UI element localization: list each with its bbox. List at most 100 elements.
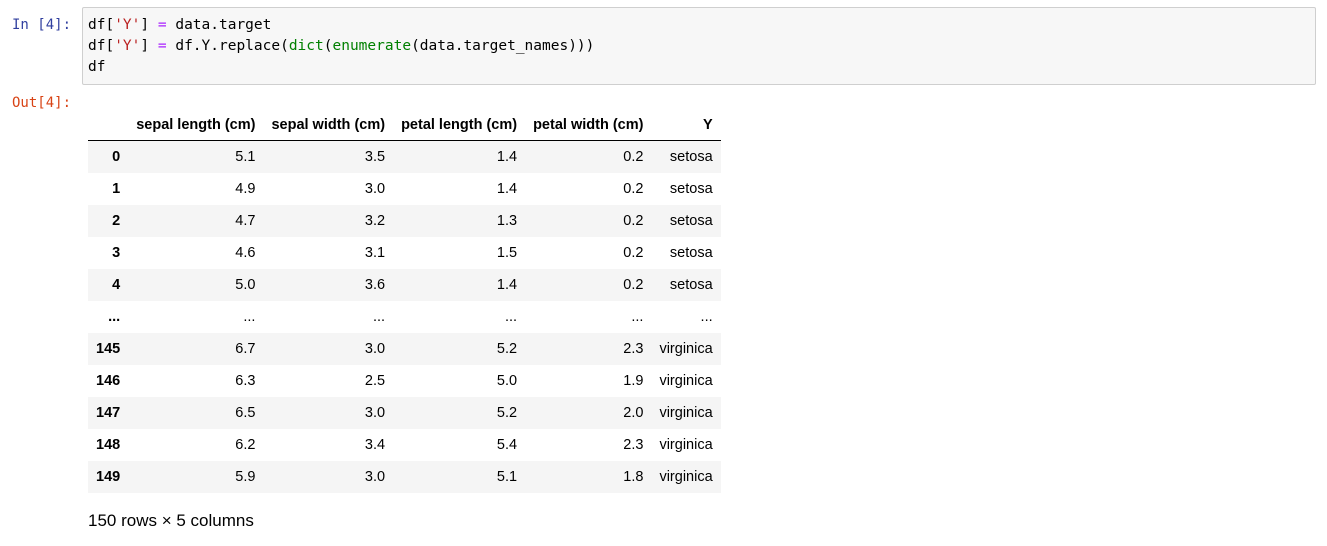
table-cell: 4.9: [235, 181, 256, 197]
code-token: (data.target_names))): [411, 38, 595, 54]
table-cell: 0.2: [623, 245, 644, 261]
table-cell: 5.0: [496, 373, 518, 389]
table-cell: 0.2: [623, 149, 644, 165]
table-cell: 5.1: [496, 469, 518, 485]
code-token: =: [157, 38, 167, 54]
table-cell: 1.4: [496, 277, 518, 293]
code-token: (: [323, 38, 333, 54]
output-prompt: Out[4]:: [12, 95, 72, 111]
table-row: 147 6.5 3.0 5.2 2.0 virginica: [88, 397, 721, 429]
table-cell: 1.4: [496, 149, 518, 165]
table-cell: 2.3: [623, 437, 644, 453]
table-cell: 0.2: [623, 213, 644, 229]
table-cell: 3.0: [364, 469, 386, 485]
table-row: ..................: [88, 301, 721, 333]
table-cell: 1.8: [623, 469, 644, 485]
table-cell: 3.0: [364, 405, 386, 421]
index-header: [88, 109, 129, 141]
table-cell: 2.5: [364, 373, 386, 389]
table-cell: 1.4: [496, 181, 518, 197]
table-cell: virginica: [659, 469, 713, 485]
table-cell: 5.1: [235, 149, 256, 165]
table-cell: ...: [243, 309, 256, 325]
table-row: 149 5.9 3.0 5.1 1.8 virginica: [88, 461, 721, 493]
table-cell: 6.7: [235, 341, 256, 357]
table-cell: virginica: [659, 437, 713, 453]
code-token: df.Y.replace(: [166, 38, 289, 54]
table-cell: 2.0: [623, 405, 644, 421]
code-text[interactable]: df['Y'] = data.target df['Y'] = df.Y.rep…: [83, 8, 1315, 85]
table-cell: setosa: [669, 277, 713, 293]
table-cell: 5.0: [235, 277, 256, 293]
code-token: ]: [140, 17, 158, 33]
table-cell: 5.2: [496, 341, 518, 357]
code-token: df[: [88, 38, 115, 54]
code-token: df[: [88, 17, 115, 33]
row-index: 0: [112, 149, 121, 165]
table-cell: 3.4: [364, 437, 386, 453]
table-cell: ...: [504, 309, 518, 325]
code-token: 'Y': [114, 38, 141, 54]
table-cell: 4.7: [235, 213, 256, 229]
code-token: =: [157, 17, 167, 33]
dataframe-shape-note: 150 rows × 5 columns: [88, 511, 254, 530]
table-cell: setosa: [669, 245, 713, 261]
column-header: petal length (cm): [393, 109, 526, 141]
row-index: 4: [112, 277, 121, 293]
code-editor[interactable]: df['Y'] = data.target df['Y'] = df.Y.rep…: [82, 7, 1316, 85]
input-prompt: In [4]:: [12, 17, 72, 33]
table-row: 3 4.6 3.1 1.5 0.2 setosa: [88, 237, 721, 269]
table-cell: ...: [700, 309, 713, 325]
table-cell: 3.0: [364, 181, 386, 197]
code-token: data.target: [166, 17, 272, 33]
code-token: 'Y': [114, 17, 141, 33]
row-index: 1: [112, 181, 121, 197]
row-index: 148: [96, 437, 121, 453]
table-cell: 3.6: [364, 277, 386, 293]
code-token: enumerate: [332, 38, 412, 54]
row-index: 3: [112, 245, 121, 261]
row-index: 146: [96, 373, 121, 389]
table-row: 4 5.0 3.6 1.4 0.2 setosa: [88, 269, 721, 301]
table-cell: 1.9: [623, 373, 644, 389]
output-area: sepal length (cm) sepal width (cm) petal l…: [88, 109, 721, 533]
table-header-row: sepal length (cm) sepal width (cm) petal l…: [88, 109, 721, 141]
row-index: 149: [96, 469, 121, 485]
table-row: 146 6.3 2.5 5.0 1.9 virginica: [88, 365, 721, 397]
code-token: ]: [140, 38, 158, 54]
code-token: dict: [288, 38, 324, 54]
table-cell: 5.2: [496, 405, 518, 421]
column-header: sepal length (cm): [128, 109, 264, 141]
table-cell: 0.2: [623, 277, 644, 293]
table-cell: 6.3: [235, 373, 256, 389]
column-header: petal width (cm): [525, 109, 652, 141]
table-cell: 1.5: [496, 245, 518, 261]
table-cell: 3.0: [364, 341, 386, 357]
row-index: 2: [112, 213, 121, 229]
table-cell: 5.4: [496, 437, 518, 453]
table-cell: 3.2: [364, 213, 386, 229]
table-cell: 0.2: [623, 181, 644, 197]
table-cell: ...: [372, 309, 386, 325]
table-cell: 6.2: [235, 437, 256, 453]
table-cell: virginica: [659, 405, 713, 421]
table-cell: 6.5: [235, 405, 256, 421]
table-row: 145 6.7 3.0 5.2 2.3 virginica: [88, 333, 721, 365]
column-header: sepal width (cm): [263, 109, 394, 141]
table-cell: ...: [631, 309, 644, 325]
table-cell: 2.3: [623, 341, 644, 357]
table-cell: virginica: [659, 341, 713, 357]
table-row: 2 4.7 3.2 1.3 0.2 setosa: [88, 205, 721, 237]
table-cell: virginica: [659, 373, 713, 389]
column-header: Y: [651, 109, 721, 141]
row-index: 145: [96, 341, 121, 357]
table-row: 148 6.2 3.4 5.4 2.3 virginica: [88, 429, 721, 461]
code-token: df: [88, 59, 106, 75]
table-cell: 4.6: [235, 245, 256, 261]
row-index: 147: [96, 405, 121, 421]
row-index: ...: [108, 309, 121, 325]
dataframe-table: sepal length (cm) sepal width (cm) petal l…: [88, 109, 721, 493]
table-body: 0 5.1 3.5 1.4 0.2 setosa 1 4.9 3.0 1.4 0.2 setosa 2 4…: [88, 140, 721, 493]
table-cell: 3.1: [364, 245, 386, 261]
table-cell: setosa: [669, 149, 713, 165]
